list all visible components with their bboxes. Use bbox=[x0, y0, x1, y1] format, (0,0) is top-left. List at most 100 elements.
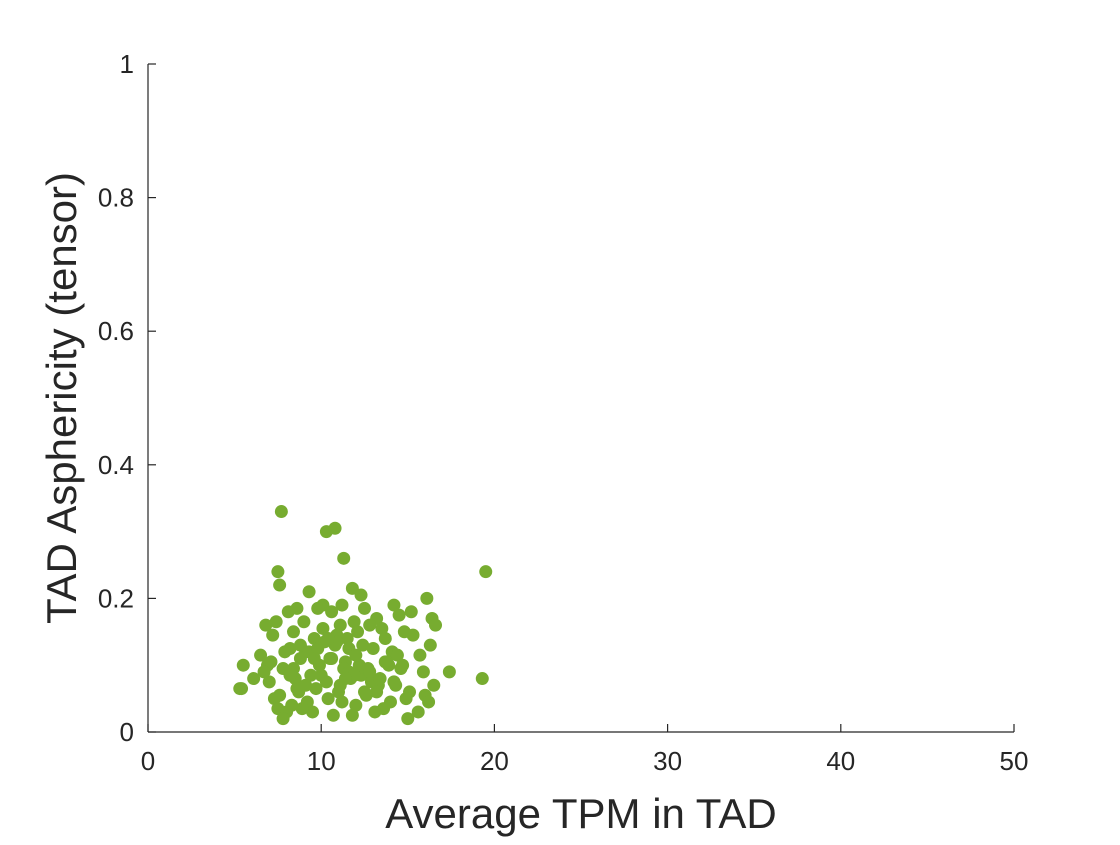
data-point bbox=[404, 605, 418, 619]
data-point bbox=[276, 712, 290, 726]
x-tick-label: 50 bbox=[1000, 746, 1029, 776]
data-point bbox=[356, 638, 370, 652]
data-point bbox=[396, 658, 410, 672]
data-point bbox=[375, 621, 389, 635]
data-point bbox=[479, 565, 493, 579]
data-point bbox=[264, 655, 278, 669]
y-tick-label: 0.6 bbox=[98, 316, 134, 346]
data-point bbox=[290, 682, 304, 696]
data-point bbox=[366, 642, 380, 655]
x-ticks: 0 10 20 30 40 50 bbox=[141, 724, 1029, 776]
data-point bbox=[413, 648, 427, 662]
data-point bbox=[325, 652, 339, 666]
data-point bbox=[427, 678, 441, 692]
data-point bbox=[307, 631, 321, 645]
data-point bbox=[416, 665, 430, 679]
data-point bbox=[302, 585, 316, 599]
data-point bbox=[349, 698, 363, 712]
x-axis-label: Average TPM in TAD bbox=[385, 790, 776, 837]
y-tick-label: 0 bbox=[120, 717, 134, 747]
data-point bbox=[295, 702, 309, 716]
data-point bbox=[311, 642, 325, 655]
data-point bbox=[358, 685, 371, 699]
data-point bbox=[247, 672, 261, 686]
data-point bbox=[429, 618, 443, 632]
data-point bbox=[328, 521, 342, 535]
data-point bbox=[363, 665, 377, 679]
data-point bbox=[373, 672, 387, 686]
data-point bbox=[273, 578, 287, 592]
x-tick-label: 10 bbox=[307, 746, 336, 776]
data-point bbox=[236, 658, 250, 672]
data-point bbox=[422, 695, 436, 709]
y-tick-label: 0.2 bbox=[98, 583, 134, 613]
x-tick-label: 30 bbox=[653, 746, 682, 776]
x-tick-label: 0 bbox=[141, 746, 155, 776]
data-point bbox=[316, 621, 330, 635]
data-point bbox=[354, 588, 368, 602]
data-point bbox=[309, 682, 323, 696]
data-point bbox=[337, 551, 351, 565]
data-point bbox=[390, 648, 404, 662]
data-point bbox=[387, 675, 401, 689]
data-point bbox=[383, 695, 397, 709]
data-point bbox=[345, 708, 359, 722]
data-point bbox=[338, 672, 352, 686]
data-point bbox=[321, 692, 335, 706]
data-point bbox=[420, 591, 434, 605]
data-point bbox=[262, 675, 276, 689]
data-point bbox=[269, 615, 283, 629]
y-ticks: 0 0.2 0.4 0.6 0.8 1 bbox=[98, 49, 156, 747]
data-point bbox=[397, 625, 411, 639]
data-point bbox=[319, 675, 333, 689]
y-tick-label: 0.4 bbox=[98, 450, 134, 480]
data-point bbox=[271, 565, 285, 579]
x-tick-label: 40 bbox=[826, 746, 855, 776]
data-point bbox=[368, 705, 382, 719]
data-point bbox=[266, 628, 280, 642]
data-point bbox=[254, 648, 268, 662]
data-point bbox=[259, 618, 273, 632]
data-point bbox=[392, 608, 406, 622]
data-point bbox=[304, 668, 318, 682]
data-point bbox=[370, 685, 384, 699]
data-point bbox=[307, 652, 321, 666]
data-point bbox=[297, 615, 311, 629]
data-point bbox=[325, 605, 339, 619]
data-point bbox=[326, 708, 340, 722]
data-point bbox=[349, 648, 363, 662]
axes: 0 10 20 30 40 50 0 0.2 0.4 0.6 0.8 1 bbox=[98, 49, 1029, 776]
data-point bbox=[442, 665, 456, 679]
data-point bbox=[333, 618, 347, 632]
data-point bbox=[267, 692, 281, 706]
data-point bbox=[399, 692, 413, 706]
data-point bbox=[387, 598, 401, 612]
data-point bbox=[321, 631, 335, 645]
data-point bbox=[378, 631, 392, 645]
data-point bbox=[335, 695, 349, 709]
data-point bbox=[233, 682, 247, 696]
y-tick-label: 0.8 bbox=[98, 183, 134, 213]
data-point bbox=[274, 505, 288, 519]
data-point bbox=[363, 618, 377, 632]
data-point bbox=[475, 672, 489, 686]
data-point bbox=[286, 625, 300, 639]
y-axis-label: TAD Asphericity (tensor) bbox=[38, 172, 85, 624]
data-point bbox=[306, 705, 320, 719]
data-point bbox=[401, 712, 415, 726]
data-point bbox=[257, 665, 271, 679]
y-tick-label: 1 bbox=[120, 49, 134, 79]
data-point bbox=[335, 598, 349, 612]
data-point bbox=[347, 615, 361, 629]
data-point bbox=[423, 638, 437, 652]
data-point bbox=[378, 655, 392, 669]
data-point bbox=[358, 601, 371, 615]
data-point bbox=[311, 601, 325, 615]
x-tick-label: 20 bbox=[480, 746, 509, 776]
data-point bbox=[278, 645, 292, 659]
data-point bbox=[293, 638, 307, 652]
data-point bbox=[283, 668, 297, 682]
data-point bbox=[340, 631, 354, 645]
